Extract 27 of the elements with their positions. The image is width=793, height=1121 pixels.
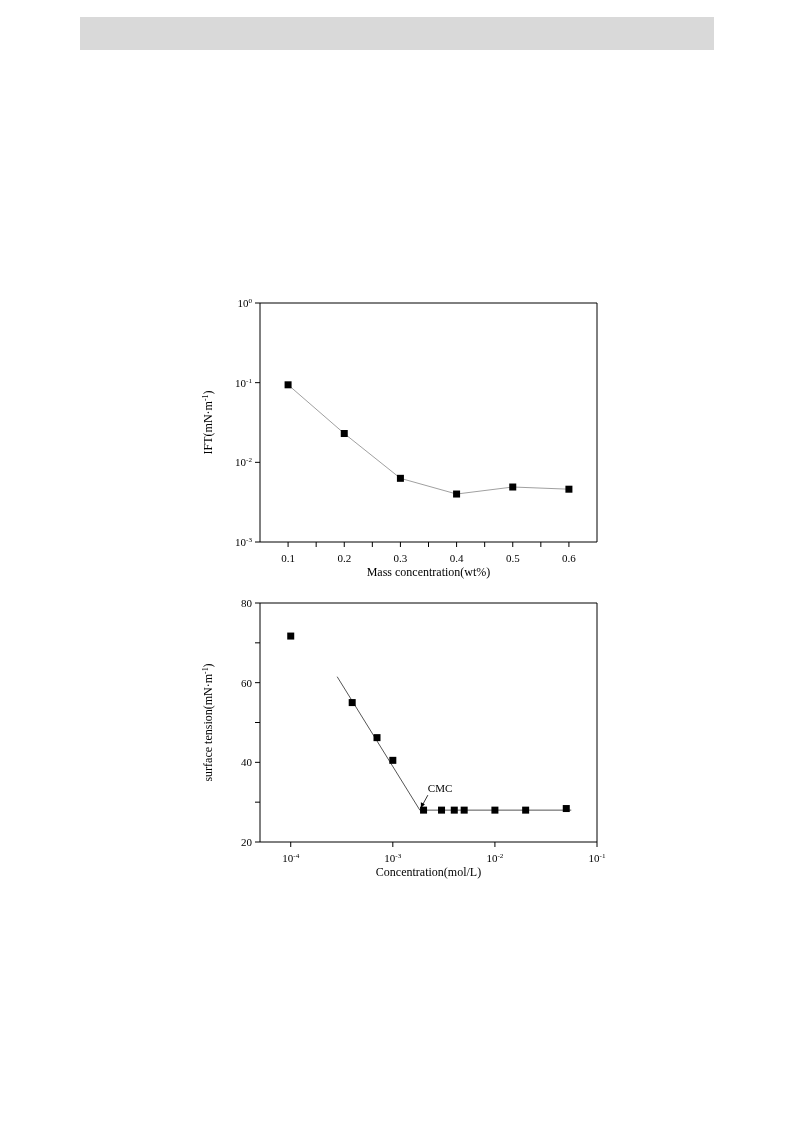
x-tick-label: 10$^{-4}$	[282, 852, 300, 864]
x-tick-label: 0.4	[449, 552, 464, 564]
x-tick-label: 10$^{-3}$	[384, 852, 402, 864]
point	[284, 381, 292, 389]
point	[396, 474, 404, 482]
y-tick-label: 10$^{-3}$	[235, 536, 253, 548]
x-tick-label: 10$^{-1}$	[588, 852, 606, 864]
x-tick-label: 0.1	[281, 552, 295, 564]
y-tick-label: 20	[241, 836, 253, 848]
y-tick-label: 10$^{0}$	[237, 297, 253, 309]
y-tick-label: 10$^{-2}$	[235, 456, 253, 469]
x-tick-label: 10$^{-2}$	[486, 852, 504, 864]
y-tick-label: 10$^{-1}$	[235, 376, 253, 389]
y-tick-label: 60	[241, 676, 253, 689]
point	[565, 485, 573, 493]
x-tick-label: 0.3	[393, 552, 408, 564]
y-tick-label: 40	[241, 756, 253, 769]
annotation: CMC	[427, 782, 453, 795]
y-tick-label: 80	[241, 597, 253, 609]
point	[340, 430, 348, 438]
x-axis-title: Concentration(mol/L)	[375, 865, 482, 879]
x-tick-label: 0.6	[562, 552, 577, 564]
x-tick-label: 0.2	[337, 552, 352, 564]
point	[453, 490, 461, 498]
x-axis-title: Mass concentration(wt%)	[366, 565, 491, 579]
x-tick-label: 0.5	[505, 552, 521, 564]
point	[509, 483, 517, 491]
